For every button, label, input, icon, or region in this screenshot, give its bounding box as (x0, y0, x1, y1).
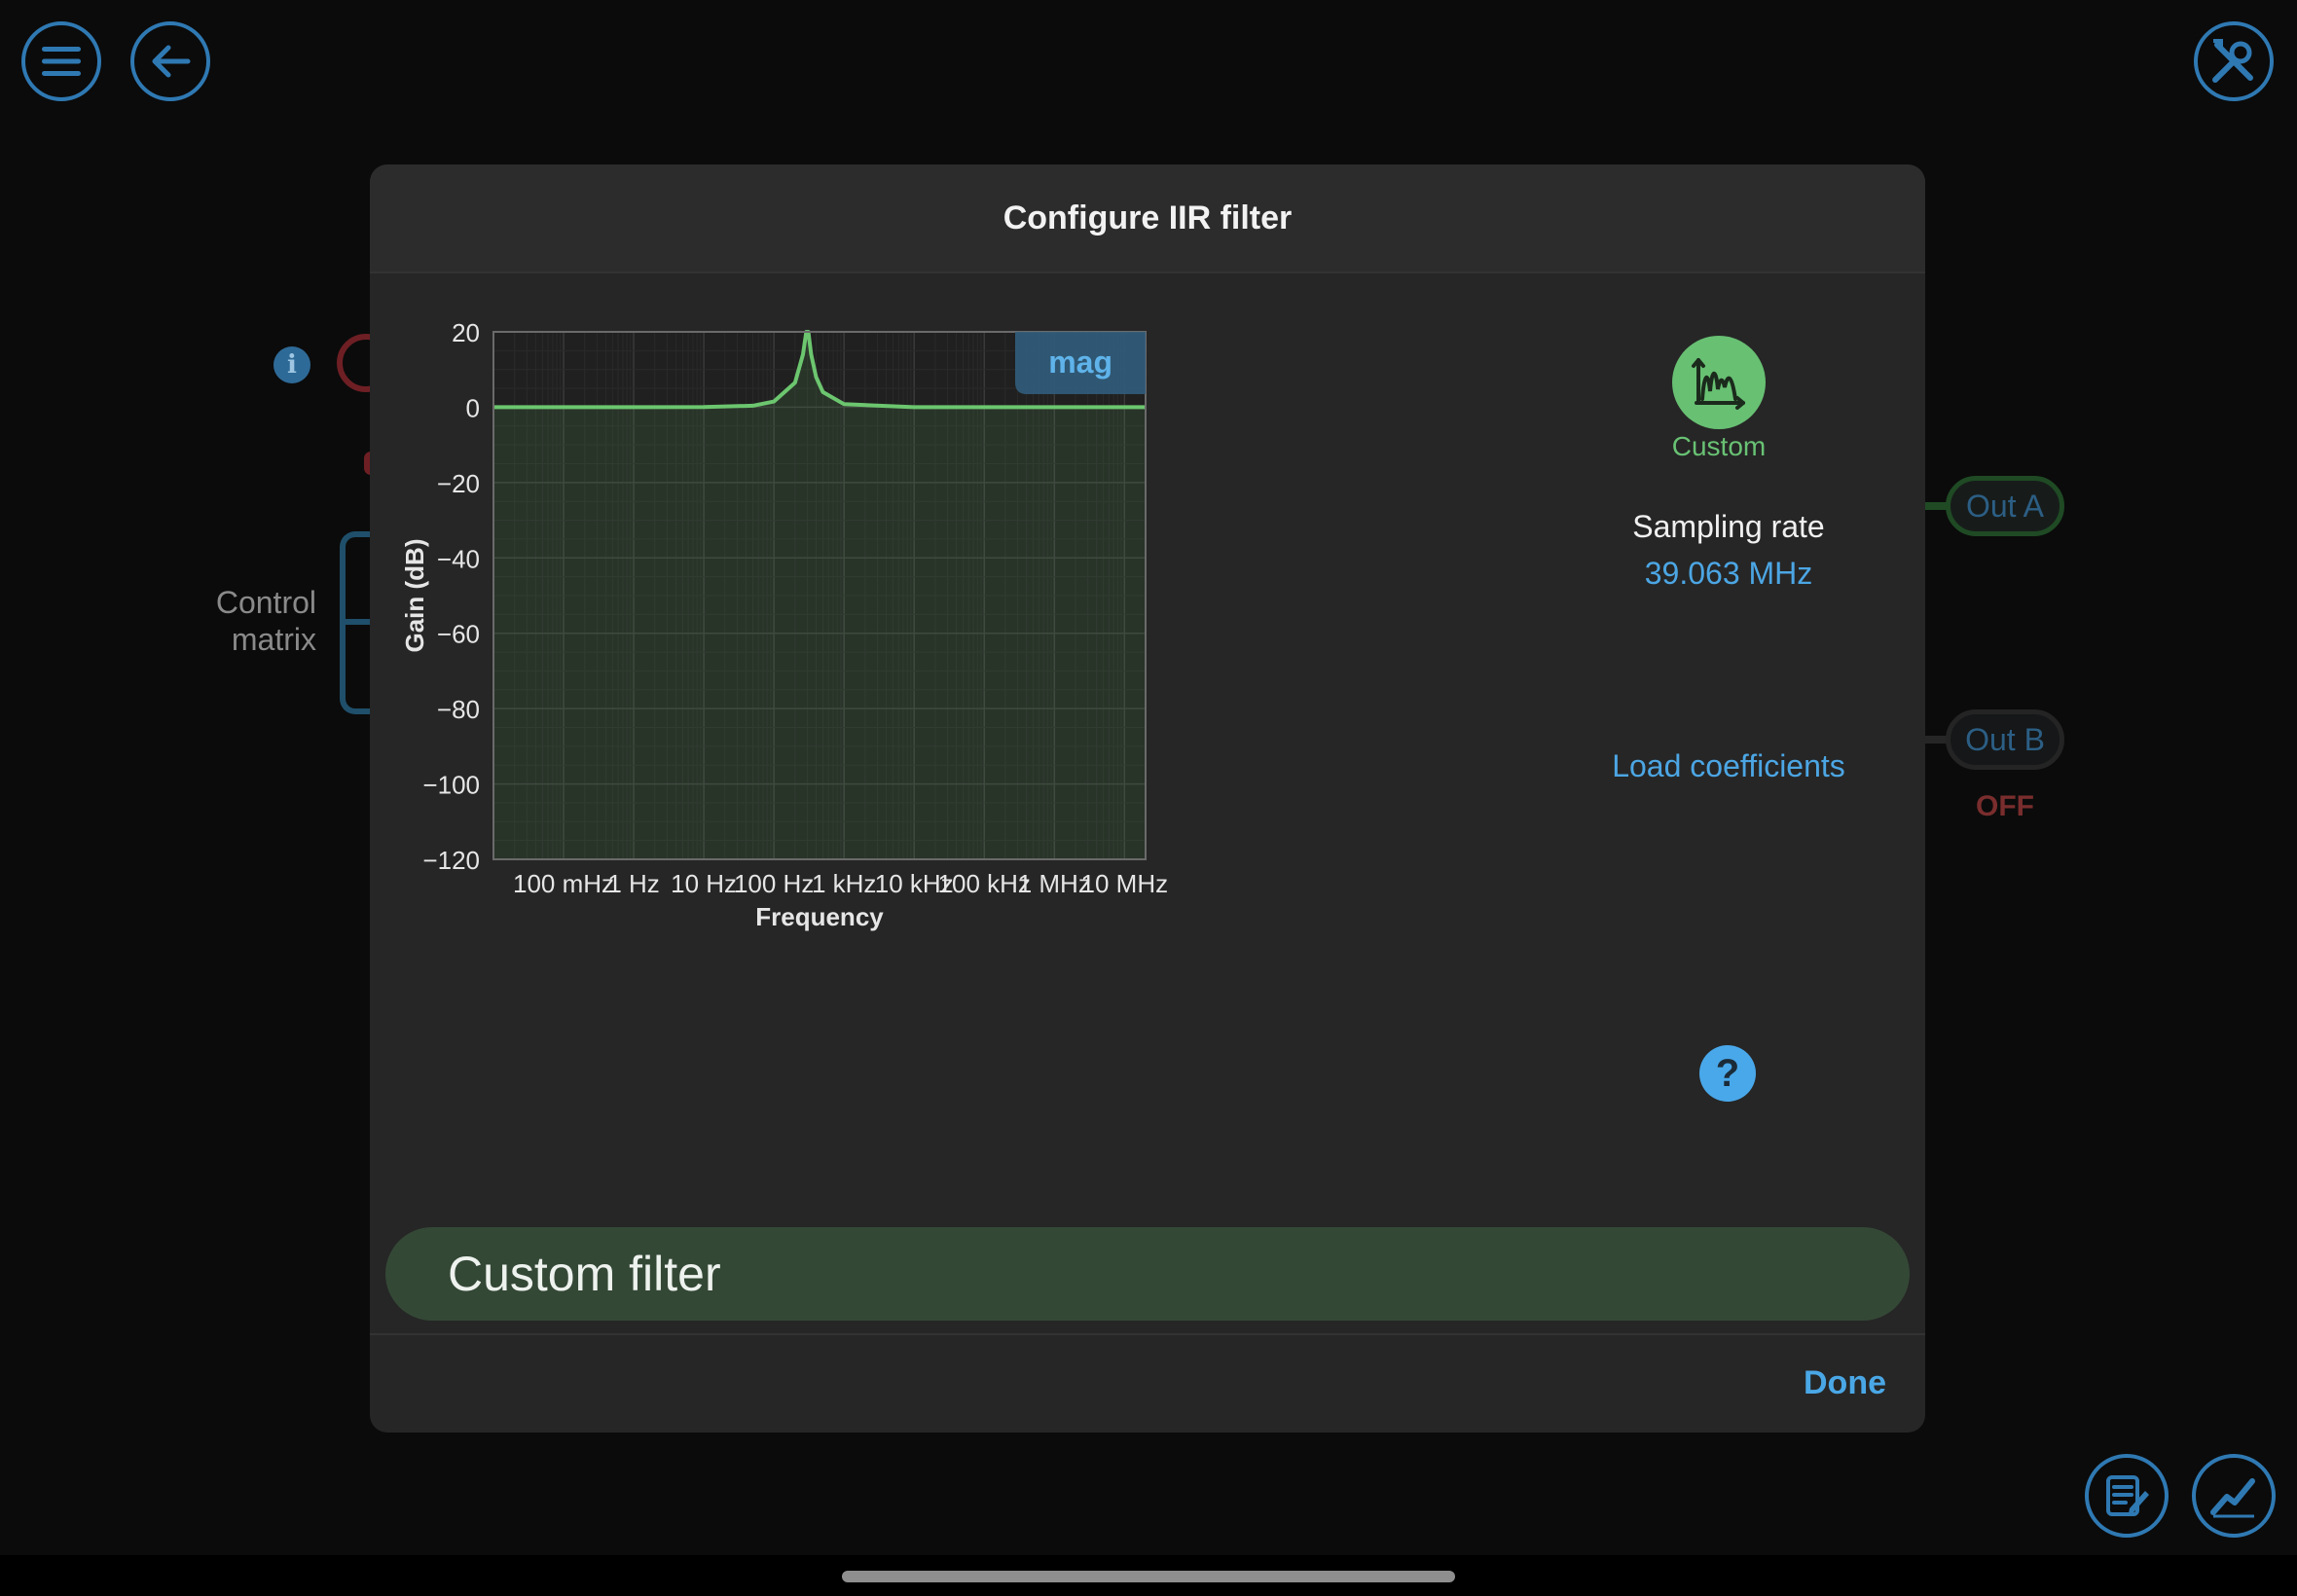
filter-type-button[interactable] (1672, 336, 1766, 429)
x-tick-label: 10 Hz (671, 869, 737, 898)
filter-side-panel: Custom Sampling rate 39.063 MHz Load coe… (1528, 273, 1917, 1247)
y-tick-label: −40 (437, 544, 480, 573)
out-b-wire (1925, 736, 1951, 744)
hamburger-menu-icon (42, 47, 81, 76)
load-coefficients-button[interactable]: Load coefficients (1612, 748, 1845, 783)
info-icon[interactable]: i (273, 346, 310, 383)
x-tick-label: 1 kHz (812, 869, 876, 898)
back-button[interactable] (130, 21, 210, 101)
notes-edit-icon (2106, 1475, 2149, 1516)
y-axis-label: Gain (dB) (400, 539, 429, 653)
filter-type-label: Custom (1671, 431, 1767, 461)
out-b-button[interactable]: Out B (1946, 709, 2064, 770)
out-a-label: Out A (1965, 488, 2045, 524)
sampling-rate-value[interactable]: 39.063 MHz (1644, 556, 1813, 591)
notes-button[interactable] (2085, 1454, 2169, 1538)
x-tick-label: 100 Hz (734, 869, 814, 898)
chart-button[interactable] (2192, 1454, 2276, 1538)
out-b-status: OFF (1976, 790, 2034, 822)
y-tick-label: 20 (452, 318, 480, 347)
y-tick-label: −100 (422, 771, 480, 800)
control-matrix-bracket (340, 531, 379, 714)
control-matrix-divider (346, 619, 379, 625)
x-tick-label: 100 kHz (938, 869, 1031, 898)
help-icon[interactable]: ? (1699, 1045, 1756, 1102)
wrench-screwdriver-icon (2212, 39, 2253, 83)
out-a-button[interactable]: Out A (1946, 476, 2064, 536)
sampling-rate-title: Sampling rate (1632, 509, 1825, 544)
home-indicator[interactable] (842, 1571, 1455, 1582)
configure-iir-filter-dialog: Configure IIR filter mag 20 0 −20 −40 −60 −80 −… (370, 164, 1925, 1433)
menu-button[interactable] (21, 21, 101, 101)
out-a-wire (1925, 502, 1951, 510)
plot-border (492, 331, 1147, 860)
dialog-title: Configure IIR filter (370, 164, 1925, 273)
dialog-footer: Done (370, 1333, 1925, 1433)
back-arrow-icon (152, 45, 191, 78)
filter-name-text: Custom filter (448, 1247, 721, 1301)
out-b-label: Out B (1965, 721, 2045, 757)
settings-button[interactable] (2194, 21, 2274, 101)
filter-name-field[interactable]: Custom filter (385, 1227, 1910, 1321)
control-matrix-label: Control matrix (215, 585, 316, 657)
x-tick-label: 1 Hz (607, 869, 659, 898)
done-button[interactable]: Done (1804, 1364, 1886, 1401)
frequency-response-plot[interactable]: mag 20 0 −20 −40 −60 −80 −100 −120 100 mHz 1 Hz 10 … (370, 273, 1925, 945)
x-tick-label: 1 MHz (1018, 869, 1091, 898)
x-tick-label: 100 mHz (513, 869, 614, 898)
y-tick-label: −120 (422, 846, 480, 875)
trend-chart-icon (2210, 1478, 2255, 1518)
x-tick-label: 10 MHz (1081, 869, 1169, 898)
x-axis-label: Frequency (755, 902, 884, 931)
y-tick-label: 0 (466, 393, 480, 422)
response-fill (493, 332, 1146, 859)
y-tick-label: −60 (437, 620, 480, 649)
y-tick-label: −80 (437, 695, 480, 724)
custom-filter-icon (1692, 358, 1745, 410)
y-tick-label: −20 (437, 469, 480, 498)
mode-badge-label: mag (1048, 345, 1112, 380)
mode-badge (1015, 332, 1146, 394)
x-tick-label: 10 kHz (875, 869, 954, 898)
